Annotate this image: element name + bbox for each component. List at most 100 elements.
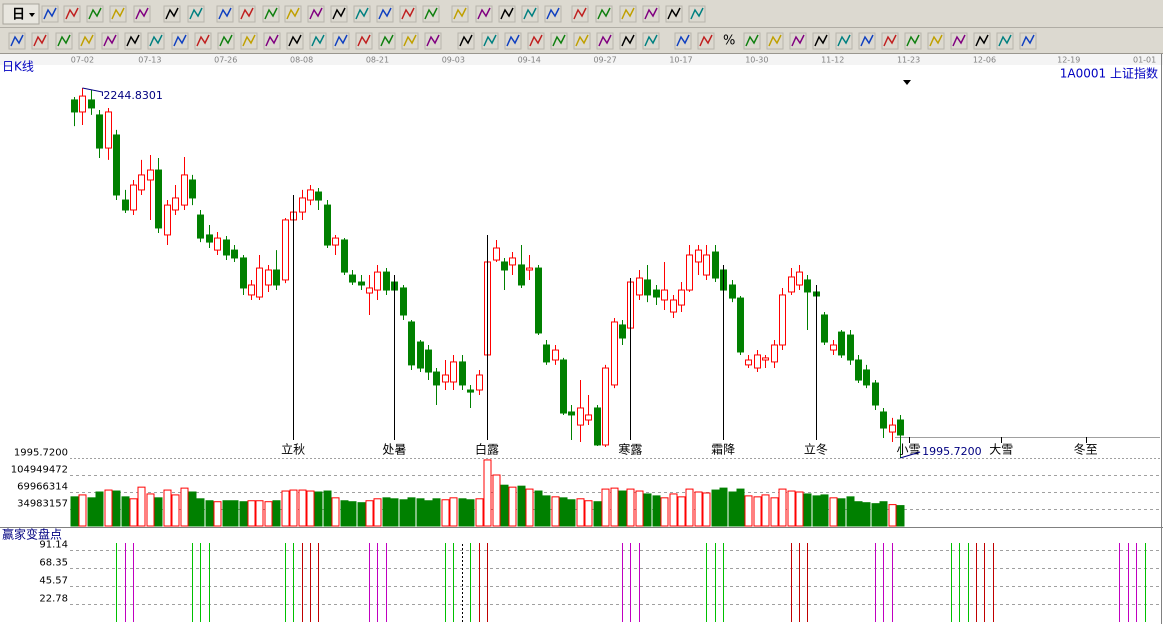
toolbar-icon-glyph[interactable] — [906, 34, 920, 47]
toolbar-icon[interactable] — [674, 32, 692, 50]
toolbar-icon[interactable] — [619, 5, 637, 23]
toolbar-icon-glyph[interactable] — [814, 34, 828, 47]
toolbar-icon[interactable] — [789, 32, 807, 50]
toolbar-icon-glyph[interactable] — [952, 34, 966, 47]
toolbar-icon-glyph[interactable] — [334, 34, 348, 47]
toolbar-icon[interactable] — [8, 32, 26, 50]
toolbar-icon-glyph[interactable] — [768, 34, 782, 47]
toolbar-icon-glyph[interactable] — [745, 34, 759, 47]
toolbar-icon-glyph[interactable] — [529, 34, 543, 47]
toolbar-icon-glyph[interactable] — [459, 34, 473, 47]
toolbar-icon[interactable] — [330, 5, 348, 23]
toolbar-icon[interactable] — [262, 5, 280, 23]
toolbar-icon[interactable] — [286, 32, 304, 50]
toolbar-icon[interactable] — [31, 32, 49, 50]
toolbar-icon-glyph[interactable] — [426, 34, 440, 47]
toolbar-icon[interactable] — [41, 5, 59, 23]
toolbar-icon-glyph[interactable] — [676, 34, 690, 47]
toolbar-icon-glyph[interactable] — [264, 7, 278, 20]
toolbar-icon-glyph[interactable] — [135, 7, 149, 20]
toolbar-icon[interactable] — [571, 5, 589, 23]
toolbar-icon-glyph[interactable] — [10, 34, 24, 47]
toolbar-icon-glyph[interactable] — [33, 34, 47, 47]
toolbar-icon[interactable] — [309, 32, 327, 50]
toolbar-icon-glyph[interactable] — [219, 34, 233, 47]
toolbar-icon-glyph[interactable] — [860, 34, 874, 47]
toolbar-icon-glyph[interactable] — [644, 34, 658, 47]
toolbar-icon-glyph[interactable] — [506, 34, 520, 47]
toolbar-icon[interactable] — [401, 32, 419, 50]
toolbar-icon[interactable] — [422, 5, 440, 23]
toolbar-icon[interactable] — [457, 32, 475, 50]
toolbar-icon-glyph[interactable] — [575, 34, 589, 47]
toolbar-icon[interactable] — [481, 32, 499, 50]
toolbar-icon[interactable] — [544, 5, 562, 23]
toolbar-icon-glyph[interactable] — [43, 7, 57, 20]
toolbar-icon[interactable] — [927, 32, 945, 50]
toolbar-icon[interactable] — [378, 32, 396, 50]
toolbar-icon-glyph[interactable] — [332, 7, 346, 20]
toolbar-icon-glyph[interactable] — [477, 7, 491, 20]
toolbar-icon-glyph[interactable] — [644, 7, 658, 20]
toolbar-icon-glyph[interactable] — [288, 34, 302, 47]
toolbar-icon[interactable] — [596, 32, 614, 50]
toolbar-icon[interactable] — [187, 5, 205, 23]
toolbar-icon-glyph[interactable] — [126, 34, 140, 47]
toolbar-icon[interactable] — [858, 32, 876, 50]
toolbar-icon[interactable] — [63, 5, 81, 23]
toolbar-icon[interactable] — [973, 32, 991, 50]
toolbar-icon[interactable] — [147, 32, 165, 50]
toolbar-icon[interactable] — [697, 32, 715, 50]
toolbar-icon[interactable] — [642, 32, 660, 50]
toolbar-icon-glyph[interactable] — [265, 34, 279, 47]
toolbar-icon-glyph[interactable] — [357, 34, 371, 47]
toolbar-icon[interactable] — [216, 5, 234, 23]
toolbar-icon-glyph[interactable] — [573, 7, 587, 20]
toolbar-icon[interactable] — [399, 5, 417, 23]
toolbar-icon-glyph[interactable] — [57, 34, 71, 47]
toolbar-icon[interactable] — [521, 5, 539, 23]
dropdown-arrow[interactable] — [29, 13, 35, 17]
toolbar-icon[interactable] — [881, 32, 899, 50]
toolbar-icon[interactable] — [550, 32, 568, 50]
toolbar-icon[interactable] — [307, 5, 325, 23]
toolbar-icon[interactable] — [996, 32, 1014, 50]
toolbar-icon[interactable] — [284, 5, 302, 23]
toolbar-icon[interactable] — [332, 32, 350, 50]
toolbar-icon-glyph[interactable] — [998, 34, 1012, 47]
toolbar-icon-glyph[interactable] — [173, 34, 187, 47]
toolbar-icon[interactable] — [101, 32, 119, 50]
toolbar-icon-glyph[interactable] — [196, 34, 210, 47]
toolbar-icon-glyph[interactable] — [309, 7, 323, 20]
toolbar-icon[interactable] — [109, 5, 127, 23]
toolbar-icon-glyph[interactable] — [149, 34, 163, 47]
toolbar-icon-glyph[interactable] — [111, 7, 125, 20]
toolbar-icon-glyph[interactable] — [240, 7, 254, 20]
toolbar-icon[interactable] — [376, 5, 394, 23]
toolbar-icon-glyph[interactable] — [667, 7, 681, 20]
toolbar-icon[interactable] — [78, 32, 96, 50]
toolbar-icon-glyph[interactable] — [483, 34, 497, 47]
toolbar-icon-glyph[interactable] — [690, 7, 704, 20]
toolbar-icon-glyph[interactable] — [699, 34, 713, 47]
toolbar-icon[interactable] — [766, 32, 784, 50]
toolbar-icon-glyph[interactable] — [403, 34, 417, 47]
toolbar-icon-glyph[interactable] — [500, 7, 514, 20]
toolbar-icon[interactable] — [904, 32, 922, 50]
toolbar-icon-glyph[interactable] — [552, 34, 566, 47]
toolbar-icon-glyph[interactable] — [791, 34, 805, 47]
toolbar-icon-glyph[interactable] — [597, 7, 611, 20]
toolbar-icon[interactable] — [133, 5, 151, 23]
toolbar-icon[interactable] — [688, 5, 706, 23]
toolbar-icon[interactable] — [1019, 32, 1037, 50]
toolbar-icon[interactable] — [595, 5, 613, 23]
toolbar-icon-glyph[interactable] — [424, 7, 438, 20]
toolbar-icon-glyph[interactable] — [378, 7, 392, 20]
toolbar-icon-glyph[interactable] — [286, 7, 300, 20]
toolbar-icon-glyph[interactable] — [355, 7, 369, 20]
toolbar-icon-glyph[interactable] — [103, 34, 117, 47]
toolbar-icon[interactable] — [163, 5, 181, 23]
toolbar-icon[interactable] — [86, 5, 104, 23]
toolbar-icon-glyph[interactable] — [621, 7, 635, 20]
percent-button[interactable]: % — [723, 34, 735, 49]
